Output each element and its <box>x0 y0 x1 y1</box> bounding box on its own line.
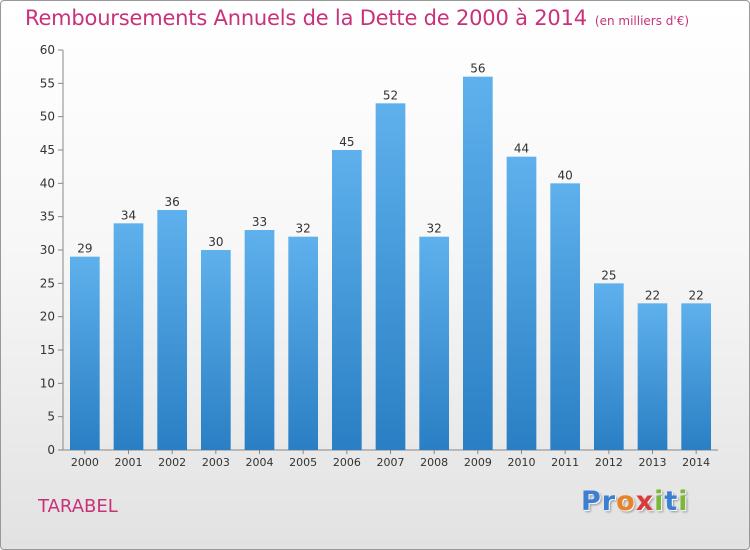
y-tick-label: 40 <box>40 176 55 190</box>
bar-2006 <box>331 150 362 450</box>
x-tick-label: 2004 <box>246 456 274 469</box>
bar-2013 <box>637 303 668 450</box>
bar-2009 <box>462 76 493 451</box>
chart-header: Remboursements Annuels de la Dette de 20… <box>25 6 689 30</box>
x-tick-label: 2013 <box>639 456 667 469</box>
data-label: 32 <box>427 222 442 236</box>
y-tick-label: 50 <box>40 110 55 124</box>
data-label: 29 <box>77 242 92 256</box>
bar-2010 <box>506 156 537 450</box>
data-labels-group: 29 34 36 30 33 32 45 52 32 56 44 40 25 22 22 <box>77 62 704 303</box>
y-tick-label: 30 <box>40 243 55 257</box>
data-label: 32 <box>296 222 311 236</box>
y-tick-label: 0 <box>47 443 55 457</box>
data-label: 22 <box>645 288 660 302</box>
x-tick-label: 2005 <box>289 456 317 469</box>
bar-2005 <box>288 236 319 450</box>
x-tick-label: 2008 <box>420 456 448 469</box>
data-label: 56 <box>470 62 485 76</box>
x-tick-label: 2014 <box>682 456 710 469</box>
bar-2011 <box>550 183 581 451</box>
data-label: 34 <box>121 208 136 222</box>
logo-letter: r <box>601 486 617 517</box>
bar-2008 <box>419 236 450 450</box>
x-tick-label: 2011 <box>551 456 579 469</box>
bars-group <box>69 76 712 451</box>
y-tick-label: 15 <box>40 343 55 357</box>
bar-2012 <box>593 283 624 450</box>
x-tick-label: 2002 <box>158 456 186 469</box>
y-tick-label: 45 <box>40 143 55 157</box>
bar-2003 <box>200 250 231 450</box>
chart-subtitle: (en milliers d'€) <box>594 14 690 28</box>
data-label: 33 <box>252 215 267 229</box>
x-tick-label: 2006 <box>333 456 361 469</box>
bar-2002 <box>157 210 188 450</box>
x-tick-label: 2012 <box>595 456 623 469</box>
bar-2007 <box>375 103 406 450</box>
proxiti-logo: Proxiti <box>581 486 689 517</box>
logo-letter: o <box>616 486 636 517</box>
logo-letter: i <box>678 486 689 517</box>
x-tick-label: 2010 <box>508 456 536 469</box>
y-tick-label: 20 <box>40 310 55 324</box>
data-label: 22 <box>689 288 704 302</box>
logo-letter: x <box>635 486 655 517</box>
bar-2014 <box>681 303 712 450</box>
x-axis: 2000 2001 2002 2003 2004 2005 2006 2007 2008 2009… <box>63 449 718 469</box>
x-tick-label: 2000 <box>71 456 99 469</box>
y-axis: 0 5 10 15 20 25 30 35 40 45 50 55 60 <box>40 43 64 457</box>
y-tick-label: 5 <box>47 410 55 424</box>
chart-title: Remboursements Annuels de la Dette de 20… <box>25 6 587 30</box>
bar-2001 <box>113 223 144 450</box>
bar-2004 <box>244 230 275 450</box>
x-tick-label: 2001 <box>115 456 143 469</box>
x-tick-label: 2007 <box>377 456 405 469</box>
data-label: 44 <box>514 142 529 156</box>
y-tick-label: 25 <box>40 276 55 290</box>
data-label: 30 <box>208 235 223 249</box>
commune-name: TARABEL <box>38 496 118 517</box>
logo-letter: P <box>581 486 602 517</box>
x-tick-label: 2003 <box>202 456 230 469</box>
y-tick-label: 10 <box>40 376 55 390</box>
data-label: 40 <box>558 168 573 182</box>
data-label: 36 <box>165 195 180 209</box>
y-tick-label: 35 <box>40 210 55 224</box>
data-label: 45 <box>339 135 354 149</box>
logo-letter: t <box>664 486 679 517</box>
x-tick-label: 2009 <box>464 456 492 469</box>
y-tick-label: 55 <box>40 76 55 90</box>
data-label: 25 <box>601 268 616 282</box>
y-tick-label: 60 <box>40 43 55 57</box>
data-label: 52 <box>383 88 398 102</box>
bar-2000 <box>69 256 100 450</box>
logo-letter: i <box>654 486 665 517</box>
